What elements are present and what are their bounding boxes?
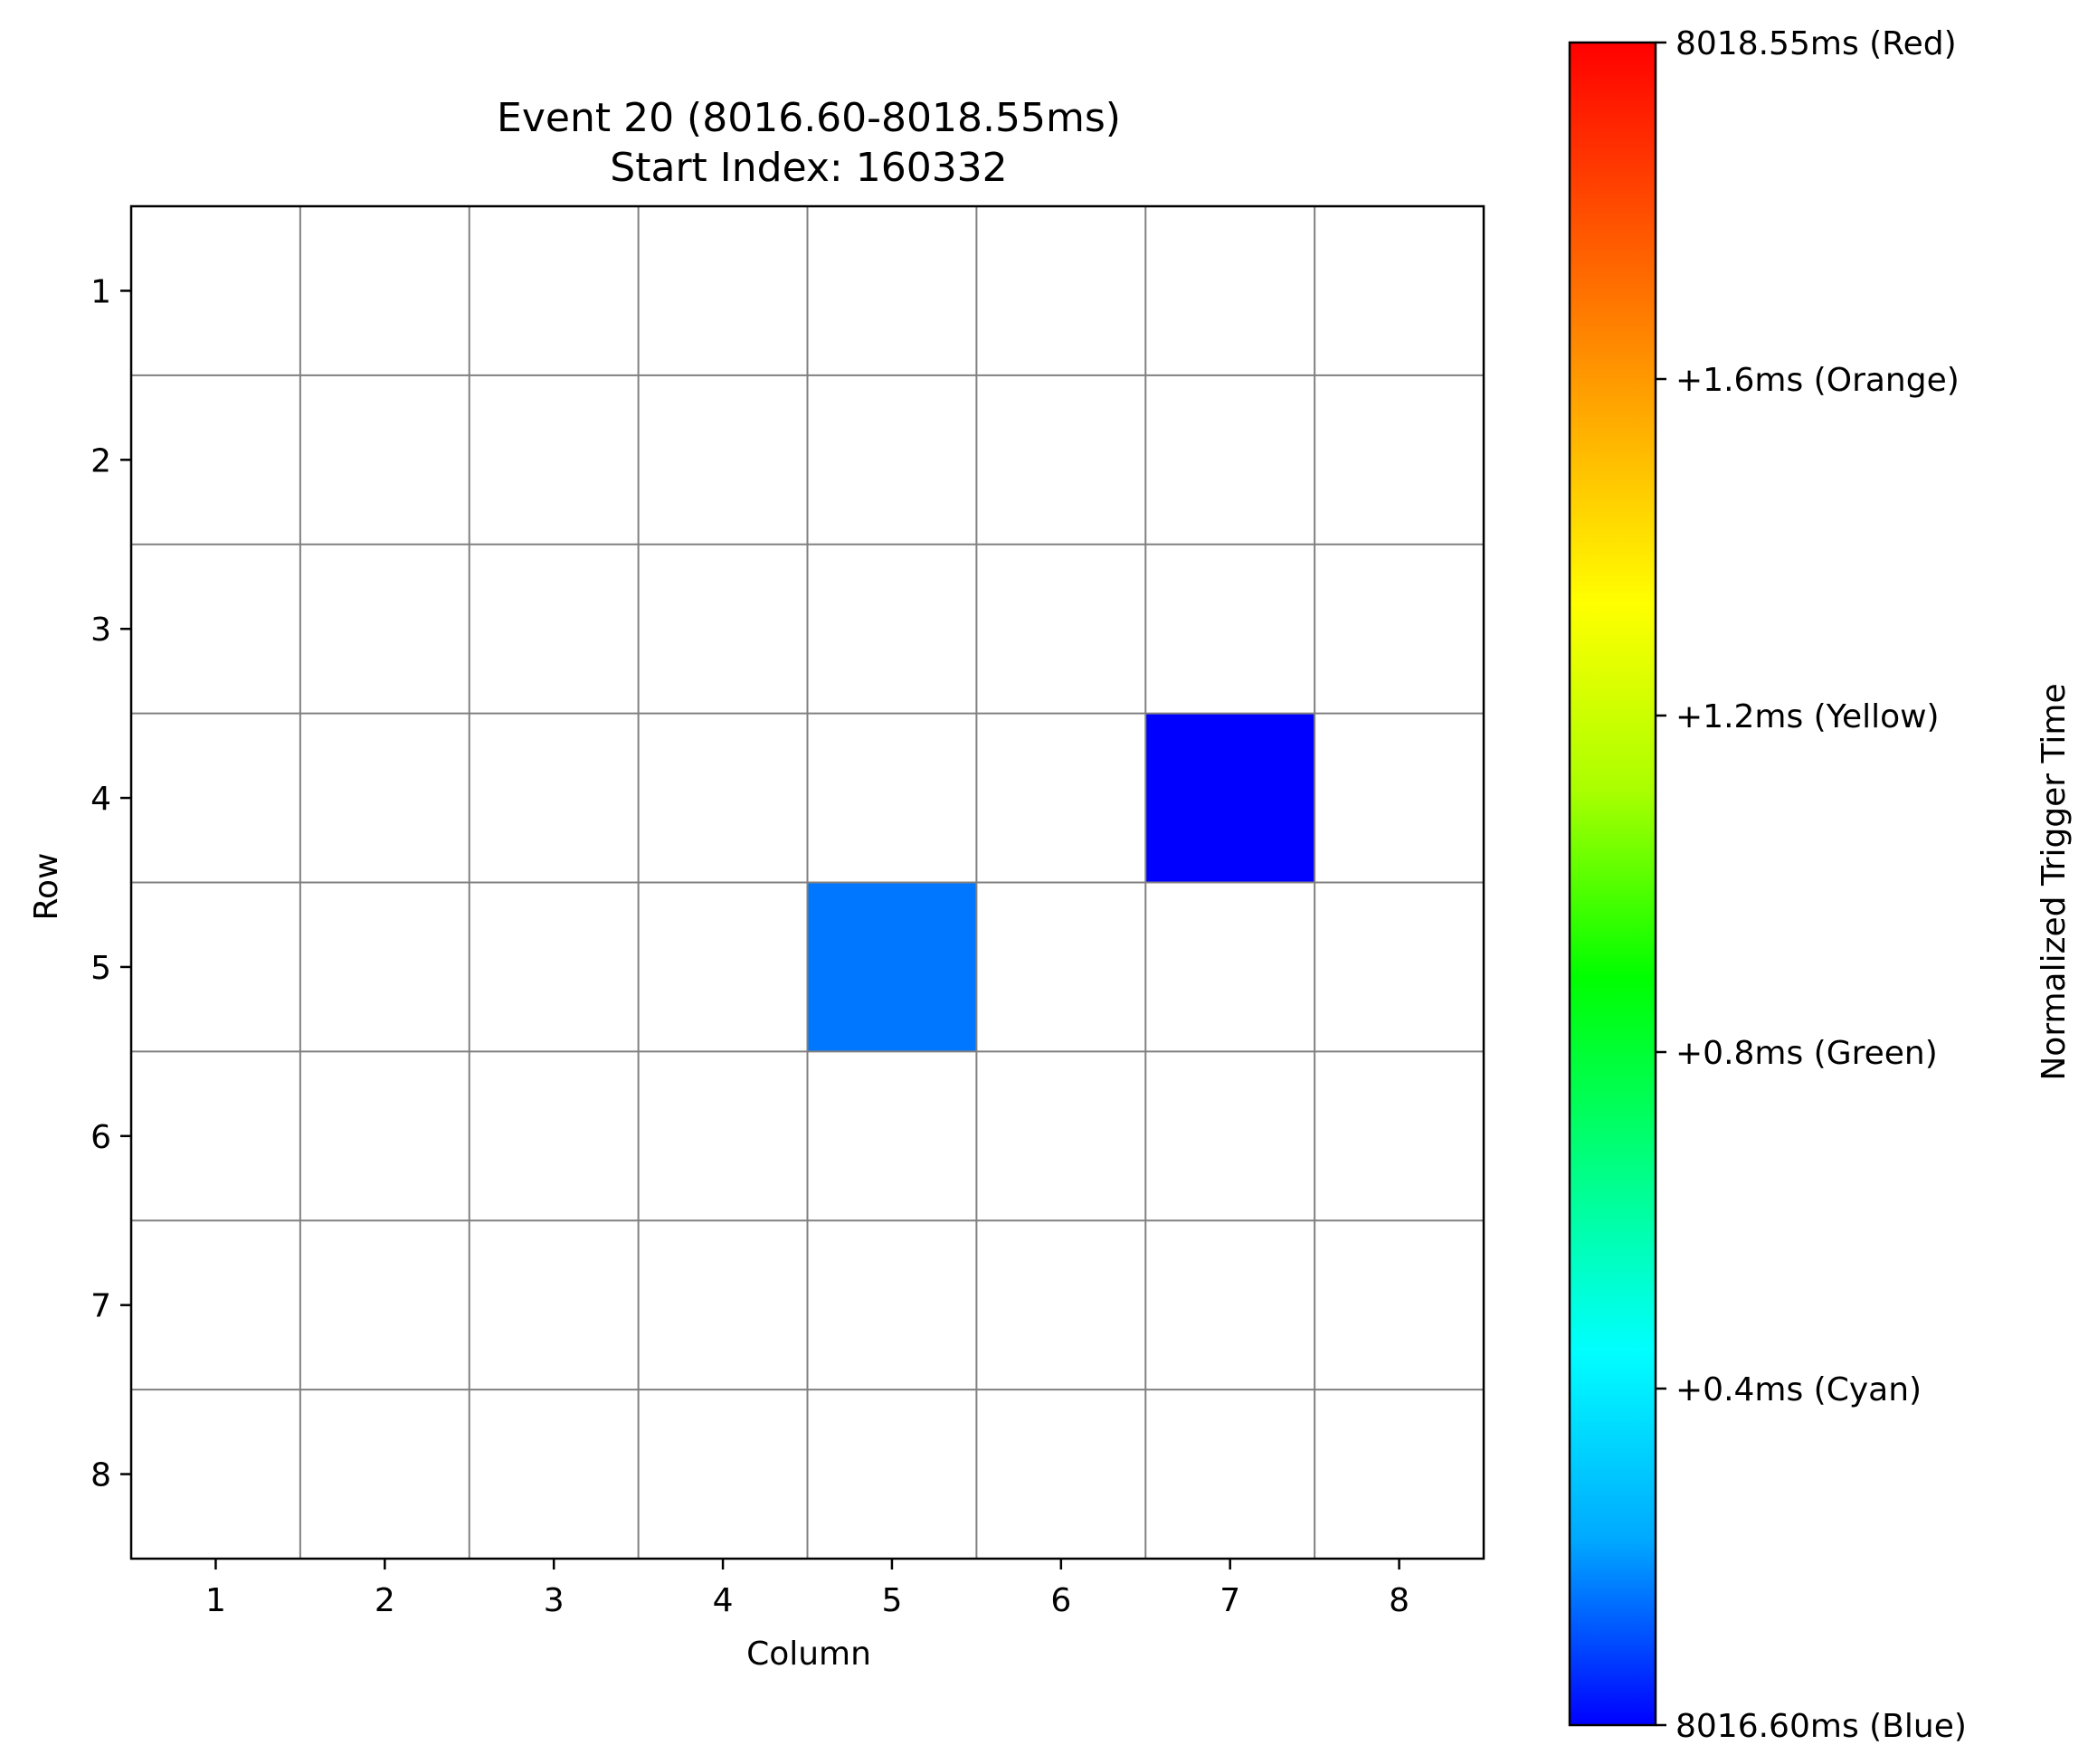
x-tick-label: 6	[1050, 1582, 1071, 1619]
y-tick-label: 6	[90, 1119, 111, 1156]
colorbar-tick-label: 8018.55ms (Red)	[1675, 25, 1957, 62]
colorbar-tick-label: +1.6ms (Orange)	[1675, 362, 1960, 399]
heatmap-plot-area	[129, 204, 1485, 1560]
x-tick-label: 2	[375, 1582, 395, 1619]
heatmap-cell	[1145, 713, 1315, 883]
colorbar-tick-label: +1.2ms (Yellow)	[1675, 698, 1940, 735]
y-tick-label: 8	[90, 1457, 111, 1494]
x-tick-label: 4	[713, 1582, 734, 1619]
y-axis-label: Row	[28, 853, 65, 921]
chart-title: Event 20 (8016.60-8018.55ms)	[497, 95, 1121, 141]
colorbar: 8016.60ms (Blue) +0.4ms (Cyan) +0.8ms (Gre…	[1568, 25, 1967, 1745]
colorbar-gradient	[1568, 41, 1657, 1727]
colorbar-tick-label: +0.4ms (Cyan)	[1675, 1371, 1922, 1408]
x-axis-ticks: 1 2 3 4 5 6 7 8	[205, 1559, 1409, 1619]
plot-frame	[129, 204, 1485, 1560]
colorbar-tick-label: +0.8ms (Green)	[1675, 1035, 1938, 1072]
colorbar-tick-label: 8016.60ms (Blue)	[1675, 1708, 1967, 1745]
x-axis-label: Column	[746, 1636, 871, 1673]
x-tick-label: 8	[1389, 1582, 1409, 1619]
y-tick-label: 5	[90, 950, 111, 987]
x-tick-label: 5	[881, 1582, 902, 1619]
x-tick-label: 1	[205, 1582, 226, 1619]
y-tick-label: 3	[90, 612, 111, 649]
y-tick-label: 4	[90, 781, 111, 818]
y-tick-label: 1	[90, 273, 111, 310]
y-tick-label: 2	[90, 442, 111, 479]
heatmap-cell	[807, 882, 977, 1052]
x-tick-label: 3	[544, 1582, 565, 1619]
x-tick-label: 7	[1220, 1582, 1240, 1619]
chart-subtitle: Start Index: 160332	[610, 145, 1007, 191]
y-axis-ticks: 1 2 3 4 5 6 7 8	[90, 273, 131, 1494]
colorbar-label: Normalized Trigger Time	[2036, 683, 2073, 1080]
y-tick-label: 7	[90, 1288, 111, 1325]
